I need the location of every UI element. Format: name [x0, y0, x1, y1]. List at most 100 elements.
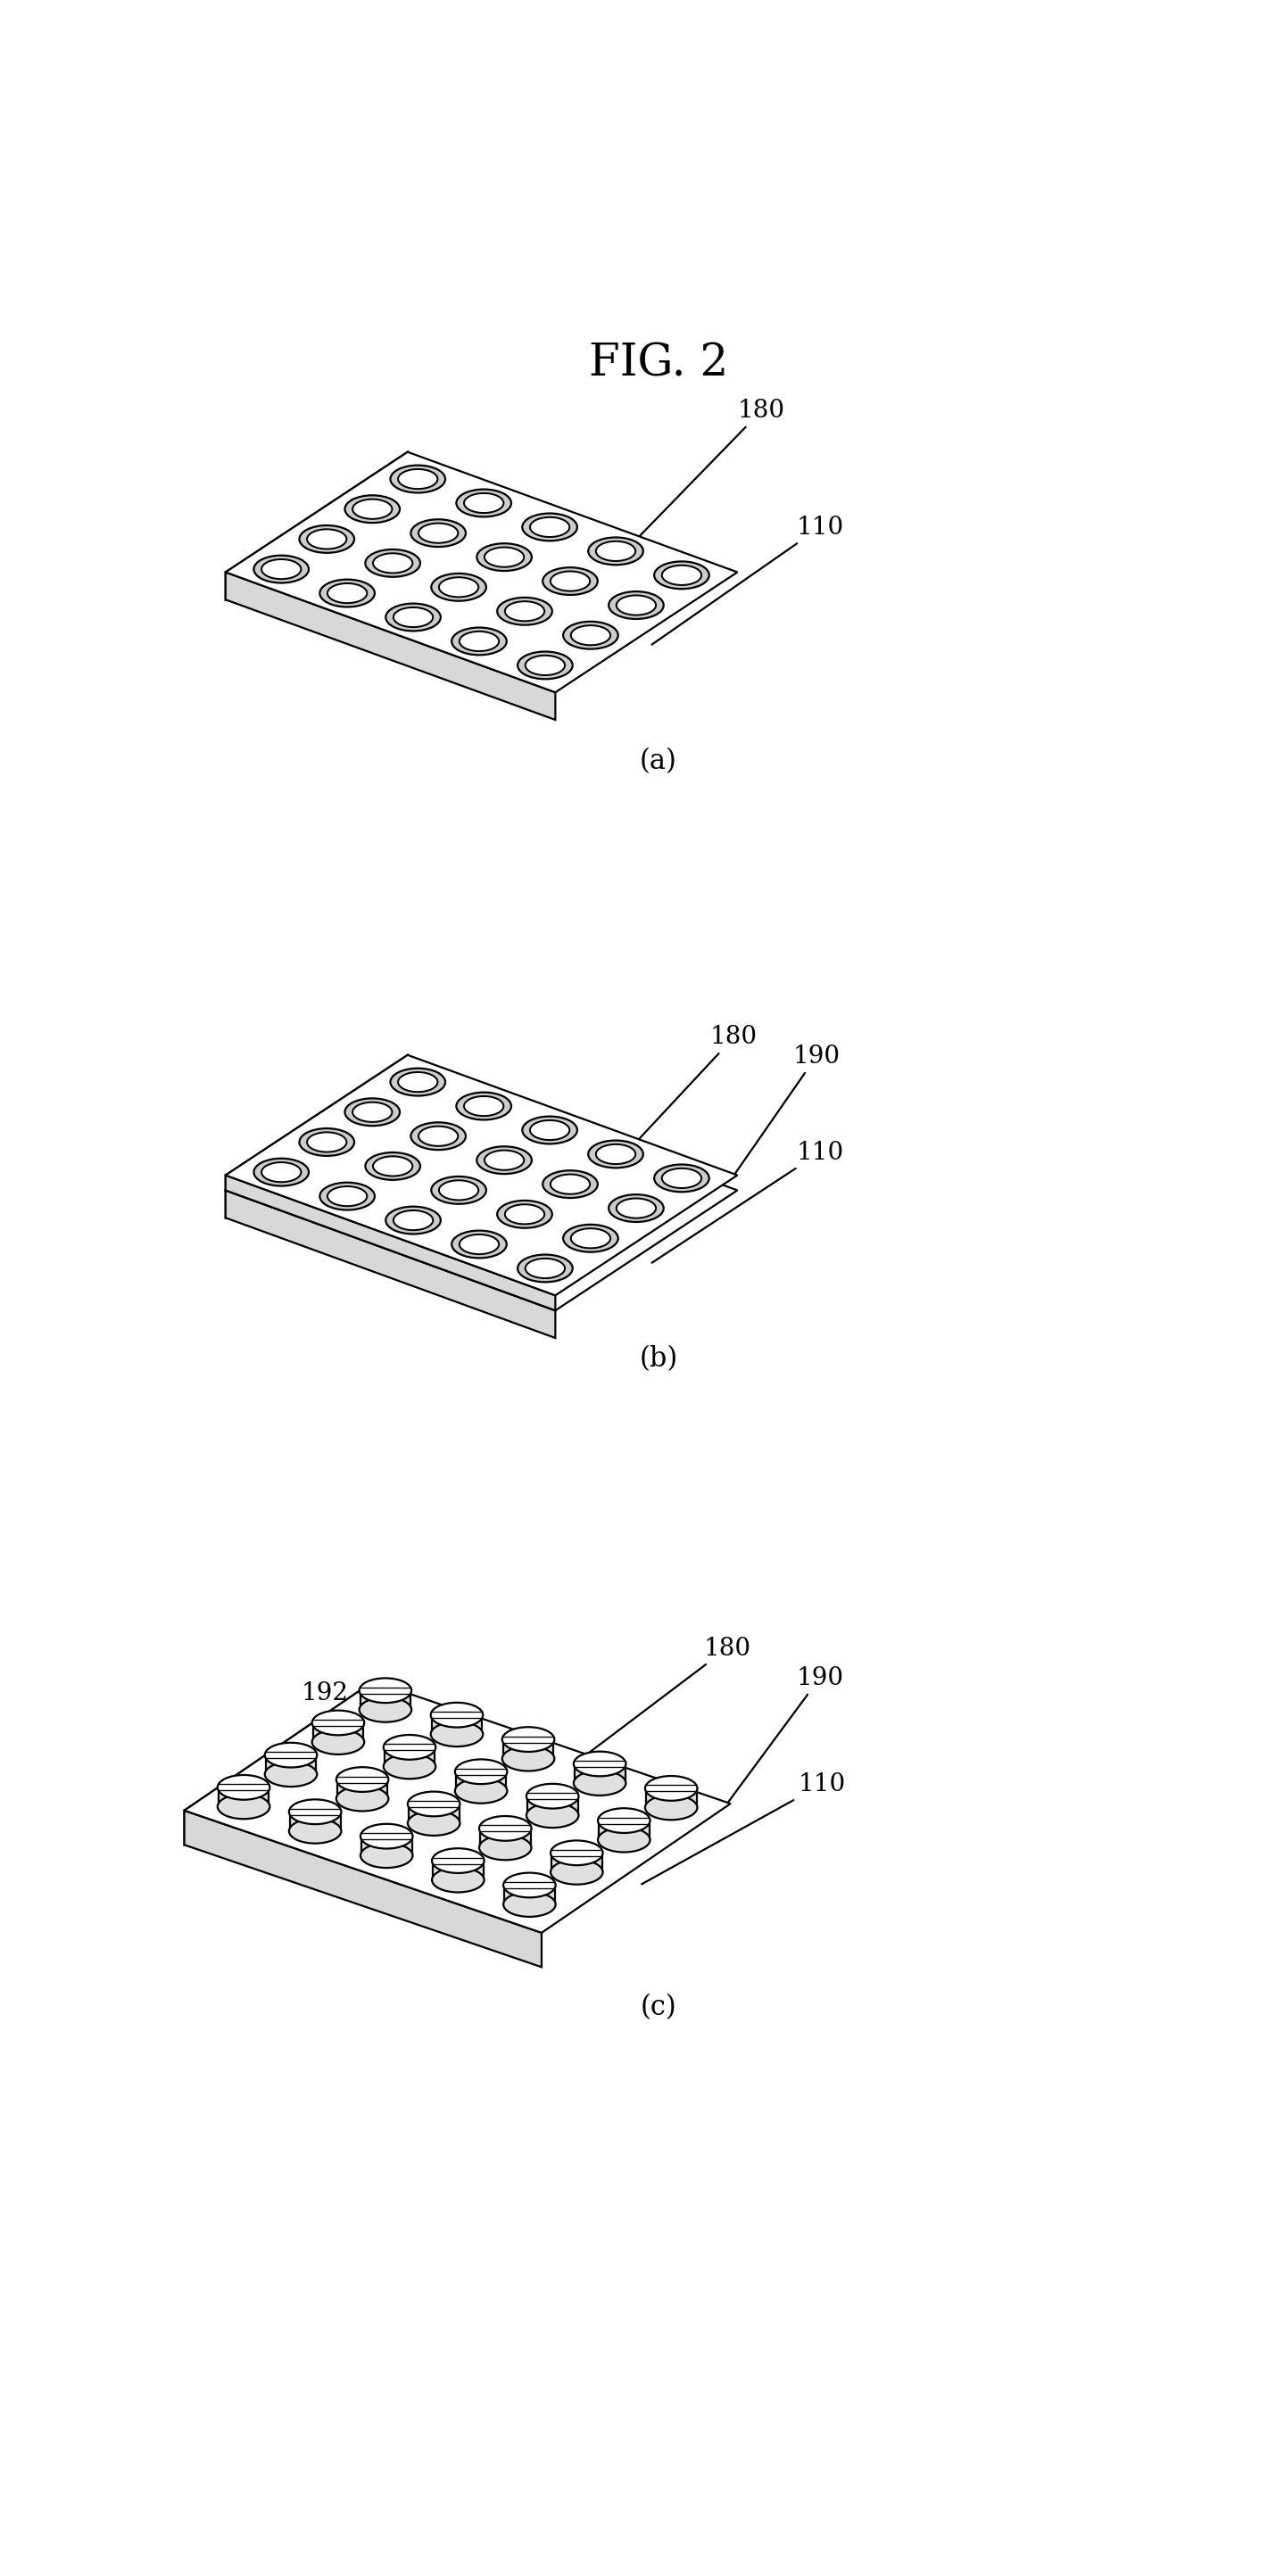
Ellipse shape	[439, 577, 479, 598]
Ellipse shape	[353, 1103, 392, 1123]
Ellipse shape	[430, 1703, 483, 1728]
Ellipse shape	[289, 1801, 342, 1824]
Ellipse shape	[505, 1206, 544, 1224]
Polygon shape	[598, 1821, 650, 1839]
Ellipse shape	[497, 1200, 552, 1229]
Ellipse shape	[390, 466, 446, 492]
Text: 180: 180	[625, 1025, 758, 1154]
Ellipse shape	[365, 549, 420, 577]
Ellipse shape	[464, 492, 503, 513]
Polygon shape	[480, 1829, 530, 1847]
Ellipse shape	[361, 1824, 412, 1850]
Ellipse shape	[609, 1195, 664, 1221]
Ellipse shape	[320, 1182, 375, 1211]
Ellipse shape	[645, 1795, 697, 1819]
Ellipse shape	[502, 1747, 555, 1772]
Ellipse shape	[265, 1744, 317, 1767]
Polygon shape	[226, 1056, 407, 1190]
Polygon shape	[574, 1765, 625, 1783]
Ellipse shape	[479, 1834, 532, 1860]
Ellipse shape	[431, 1868, 484, 1893]
Ellipse shape	[254, 556, 308, 582]
Ellipse shape	[452, 629, 507, 654]
Ellipse shape	[398, 1072, 438, 1092]
Ellipse shape	[476, 1146, 532, 1175]
Ellipse shape	[327, 582, 367, 603]
Text: (a): (a)	[639, 747, 677, 775]
Ellipse shape	[345, 1097, 399, 1126]
Ellipse shape	[307, 528, 347, 549]
Ellipse shape	[574, 1770, 625, 1795]
Polygon shape	[226, 451, 737, 693]
Ellipse shape	[526, 1803, 579, 1829]
Polygon shape	[226, 1069, 407, 1218]
Ellipse shape	[502, 1726, 555, 1752]
Polygon shape	[185, 1811, 542, 1968]
Ellipse shape	[530, 1121, 570, 1141]
Ellipse shape	[408, 1793, 460, 1816]
Polygon shape	[226, 1056, 737, 1296]
Text: 180: 180	[588, 1636, 751, 1754]
Ellipse shape	[476, 544, 532, 572]
Ellipse shape	[464, 1097, 503, 1115]
Ellipse shape	[517, 652, 573, 680]
Polygon shape	[226, 451, 407, 600]
Text: 190: 190	[736, 1043, 840, 1172]
Ellipse shape	[564, 1224, 618, 1252]
Ellipse shape	[360, 1698, 411, 1723]
Ellipse shape	[336, 1785, 389, 1811]
Ellipse shape	[551, 572, 589, 590]
Ellipse shape	[390, 1069, 446, 1095]
Polygon shape	[646, 1788, 696, 1808]
Ellipse shape	[217, 1775, 270, 1801]
Polygon shape	[360, 1690, 411, 1710]
Ellipse shape	[299, 1128, 354, 1157]
Ellipse shape	[431, 574, 487, 600]
Ellipse shape	[372, 1157, 412, 1177]
Polygon shape	[431, 1716, 483, 1734]
Ellipse shape	[361, 1842, 412, 1868]
Ellipse shape	[526, 1783, 579, 1808]
Ellipse shape	[372, 554, 412, 572]
Ellipse shape	[551, 1839, 602, 1865]
Polygon shape	[266, 1754, 316, 1775]
Ellipse shape	[484, 546, 524, 567]
Ellipse shape	[525, 654, 565, 675]
Ellipse shape	[345, 495, 399, 523]
Text: 192: 192	[302, 1682, 383, 1718]
Text: 110: 110	[652, 1141, 844, 1262]
Polygon shape	[503, 1739, 553, 1759]
Ellipse shape	[456, 1092, 511, 1121]
Ellipse shape	[503, 1873, 556, 1899]
Ellipse shape	[262, 1162, 300, 1182]
Polygon shape	[226, 1175, 556, 1311]
Ellipse shape	[217, 1795, 270, 1819]
Ellipse shape	[588, 1141, 643, 1167]
Ellipse shape	[385, 1206, 440, 1234]
Ellipse shape	[596, 1144, 636, 1164]
Polygon shape	[384, 1747, 435, 1767]
Ellipse shape	[384, 1734, 435, 1759]
Polygon shape	[218, 1788, 268, 1806]
Polygon shape	[185, 1682, 731, 1932]
Ellipse shape	[571, 1229, 610, 1249]
Ellipse shape	[419, 1126, 458, 1146]
Ellipse shape	[411, 1123, 466, 1149]
Ellipse shape	[654, 1164, 709, 1193]
Ellipse shape	[320, 580, 375, 608]
Polygon shape	[433, 1860, 483, 1880]
Ellipse shape	[609, 592, 664, 618]
Ellipse shape	[393, 1211, 433, 1231]
Ellipse shape	[439, 1180, 479, 1200]
Ellipse shape	[262, 559, 300, 580]
Ellipse shape	[360, 1677, 411, 1703]
Ellipse shape	[398, 469, 438, 489]
Ellipse shape	[452, 1231, 507, 1257]
Ellipse shape	[551, 1175, 589, 1195]
Ellipse shape	[455, 1777, 507, 1803]
Ellipse shape	[484, 1151, 524, 1170]
Ellipse shape	[430, 1721, 483, 1747]
Ellipse shape	[312, 1728, 365, 1754]
Text: (b): (b)	[639, 1345, 678, 1373]
Text: 110: 110	[652, 515, 844, 644]
